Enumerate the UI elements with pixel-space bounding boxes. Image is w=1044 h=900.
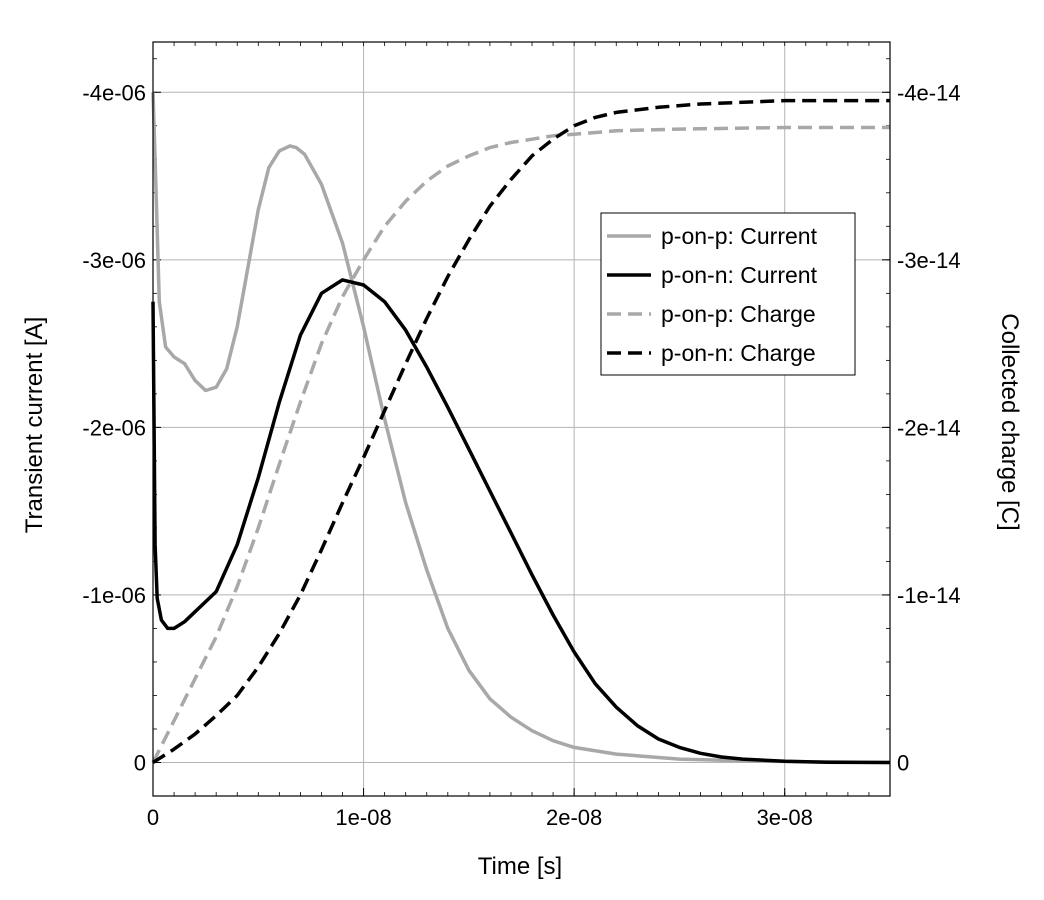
y-left-tick-label: -1e-06: [82, 583, 146, 608]
plot-frame: [152, 41, 891, 797]
legend-label: p-on-n: Charge: [661, 340, 816, 366]
series-line-p-on-p-charge: [151, 125, 890, 764]
legend-entry: p-on-n: Current: [607, 262, 818, 288]
legend-label: p-on-n: Current: [661, 262, 818, 288]
x-tick-label: 0: [147, 805, 159, 830]
y-left-tick-label: -3e-06: [82, 248, 146, 273]
y-left-axis-title: Transient current [A]: [21, 317, 48, 534]
y-left-tick-label: -4e-06: [82, 80, 146, 105]
y-left-tick-label: -2e-06: [82, 415, 146, 440]
series-layer: [151, 92, 891, 765]
legend-label: p-on-p: Charge: [661, 301, 816, 327]
series-line-p-on-n-charge: [152, 98, 890, 764]
grid-lines: [152, 42, 890, 796]
series-line-p-on-p-current: [151, 92, 891, 765]
minor-ticks: [152, 42, 891, 796]
legend-entry: p-on-p: Current: [607, 223, 818, 249]
y-right-tick-label: 0: [897, 750, 909, 775]
y-right-tick-labels: 0 -1e-14 -2e-14 -3e-14 -4e-14: [897, 80, 961, 775]
y-right-tick-label: -3e-14: [897, 248, 961, 273]
y-left-tick-label: 0: [134, 750, 146, 775]
y-left-tick-labels: 0 -1e-06 -2e-06 -3e-06 -4e-06: [82, 80, 146, 775]
y-right-tick-label: -2e-14: [897, 415, 961, 440]
legend-entry: p-on-p: Charge: [607, 301, 816, 327]
legend-entry: p-on-n: Charge: [607, 340, 816, 366]
y-right-tick-label: -1e-14: [897, 583, 961, 608]
x-tick-label: 3e-08: [757, 805, 813, 830]
x-tick-label: 2e-08: [546, 805, 602, 830]
y-right-tick-label: -4e-14: [897, 80, 961, 105]
legend-box: [600, 212, 856, 376]
x-tick-label: 1e-08: [335, 805, 391, 830]
legend-label: p-on-p: Current: [661, 223, 818, 249]
y-right-axis-title: Collected charge [C]: [996, 313, 1023, 530]
legend: p-on-p: Current p-on-n: Current p-on-p: …: [600, 212, 856, 376]
x-tick-labels: 0 1e-08 2e-08 3e-08: [147, 805, 813, 830]
x-axis-title: Time [s]: [478, 853, 562, 880]
series-line-p-on-n-current: [151, 278, 891, 765]
